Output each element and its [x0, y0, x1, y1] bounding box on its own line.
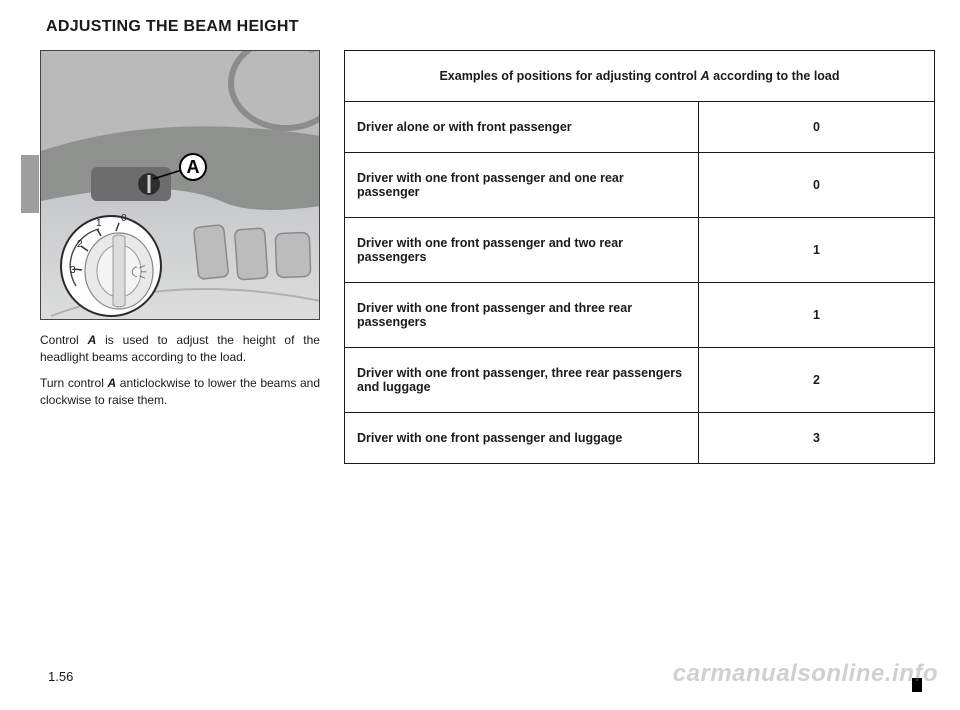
table-row: Driver with one front passenger and one …	[345, 153, 935, 218]
caption-p2-a: Turn control	[40, 376, 108, 390]
pedals	[193, 225, 310, 280]
table-row: Driver with one front passenger, three r…	[345, 348, 935, 413]
row-value: 1	[699, 283, 935, 348]
row-value: 3	[699, 413, 935, 464]
row-value: 0	[699, 102, 935, 153]
left-column: 30600	[40, 50, 320, 464]
side-tab	[21, 155, 39, 213]
table-header-b: A	[701, 69, 710, 83]
document-page: ADJUSTING THE BEAM HEIGHT 30600	[40, 18, 935, 658]
table-header: Examples of positions for adjusting cont…	[345, 51, 935, 102]
table-row: Driver alone or with front passenger 0	[345, 102, 935, 153]
table-header-row: Examples of positions for adjusting cont…	[345, 51, 935, 102]
dial-mark-2: 2	[77, 239, 83, 250]
row-value: 0	[699, 153, 935, 218]
caption-p1: Control A is used to adjust the height o…	[40, 332, 320, 367]
dial-mark-1: 1	[96, 218, 102, 229]
table-header-c: according to the load	[710, 69, 840, 83]
row-label: Driver alone or with front passenger	[345, 102, 699, 153]
caption-p1-a: Control	[40, 333, 88, 347]
image-code: 30600	[306, 50, 315, 53]
dial-mark-3: 3	[70, 265, 76, 276]
table-row: Driver with one front passenger and lugg…	[345, 413, 935, 464]
load-table: Examples of positions for adjusting cont…	[344, 50, 935, 464]
control-panel	[91, 167, 171, 201]
diagram-frame: 30600	[40, 50, 320, 320]
caption-p2-b: A	[108, 376, 117, 390]
dashboard-diagram: 0 1 2 3	[41, 51, 320, 320]
watermark: carmanualsonline.info	[673, 660, 938, 688]
row-label: Driver with one front passenger and thre…	[345, 283, 699, 348]
page-number: 1.56	[48, 669, 73, 684]
table-header-a: Examples of positions for adjusting cont…	[439, 69, 700, 83]
row-label: Driver with one front passenger and two …	[345, 218, 699, 283]
dial-mark-0: 0	[121, 213, 127, 224]
table-row: Driver with one front passenger and thre…	[345, 283, 935, 348]
row-value: 2	[699, 348, 935, 413]
caption-p1-b: A	[88, 333, 97, 347]
caption-p2: Turn control A anticlockwise to lower th…	[40, 375, 320, 410]
row-label: Driver with one front passenger and lugg…	[345, 413, 699, 464]
row-label: Driver with one front passenger, three r…	[345, 348, 699, 413]
dial-magnified: 0 1 2 3	[61, 213, 161, 316]
row-value: 1	[699, 218, 935, 283]
content-columns: 30600	[40, 50, 935, 464]
table-row: Driver with one front passenger and two …	[345, 218, 935, 283]
page-title: ADJUSTING THE BEAM HEIGHT	[46, 18, 935, 36]
right-column: Examples of positions for adjusting cont…	[344, 50, 935, 464]
callout-letter: A	[187, 157, 200, 177]
caption-text: Control A is used to adjust the height o…	[40, 332, 320, 410]
row-label: Driver with one front passenger and one …	[345, 153, 699, 218]
